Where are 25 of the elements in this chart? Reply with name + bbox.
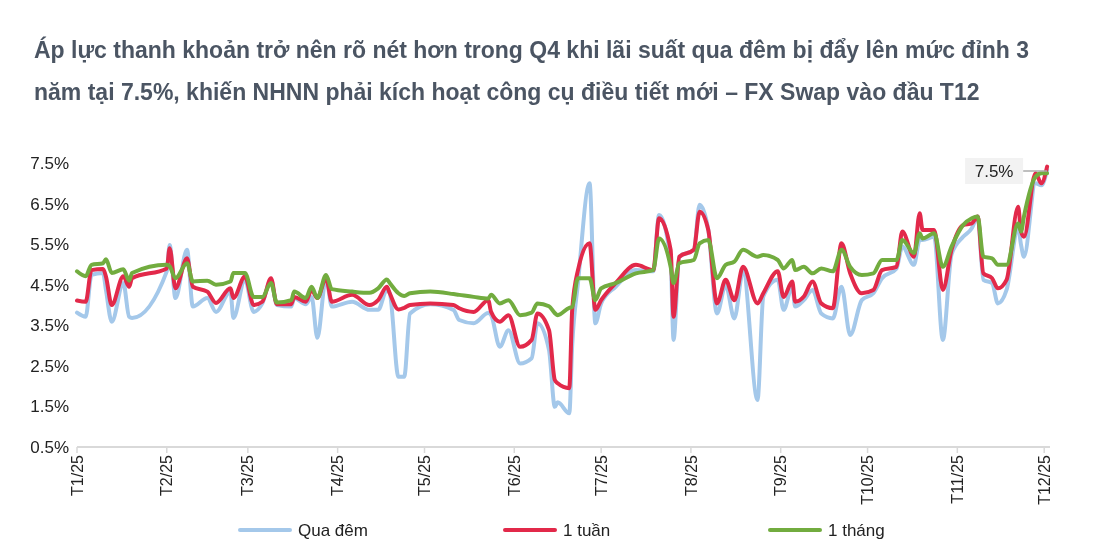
- y-tick-label: 2.5%: [30, 356, 69, 376]
- x-tick-label: T4/25: [329, 454, 347, 496]
- y-tick-label: 4.5%: [30, 275, 69, 295]
- legend-label: 1 tháng: [828, 520, 885, 540]
- x-tick-label: T10/25: [859, 454, 877, 505]
- x-tick-label: T1/25: [68, 454, 86, 496]
- legend-label: 1 tuần: [563, 520, 611, 540]
- legend-label: Qua đêm: [298, 520, 368, 540]
- y-tick-label: 0.5%: [30, 437, 69, 457]
- x-tick-label: T11/25: [948, 454, 966, 504]
- x-tick-label: T12/25: [1035, 454, 1053, 505]
- x-tick-label: T7/25: [592, 454, 610, 496]
- chart-title: Áp lực thanh khoản trở nên rõ nét hơn trong Q4 khi lãi suất qua đêm bị đẩy lên mức đỉnh 3 năm tại 7.5%, khiến NHNN phải kích hoạt công cụ điều tiết mới – FX Swap vào đầu T12: [34, 36, 1030, 105]
- y-tick-label: 6.5%: [30, 194, 69, 214]
- annotation: 7.5%: [974, 161, 1014, 181]
- x-tick-label: T3/25: [239, 454, 257, 496]
- x-tick-label: T5/25: [416, 454, 434, 496]
- y-tick-label: 3.5%: [30, 316, 69, 336]
- x-tick-label: T2/25: [158, 454, 176, 496]
- y-tick-label: 1.5%: [30, 397, 69, 417]
- x-tick-label: T9/25: [772, 454, 790, 496]
- y-tick-label: 5.5%: [30, 235, 69, 255]
- x-tick-label: T6/25: [505, 454, 523, 496]
- y-tick-label: 7.5%: [30, 153, 69, 173]
- x-tick-label: T8/25: [682, 454, 700, 496]
